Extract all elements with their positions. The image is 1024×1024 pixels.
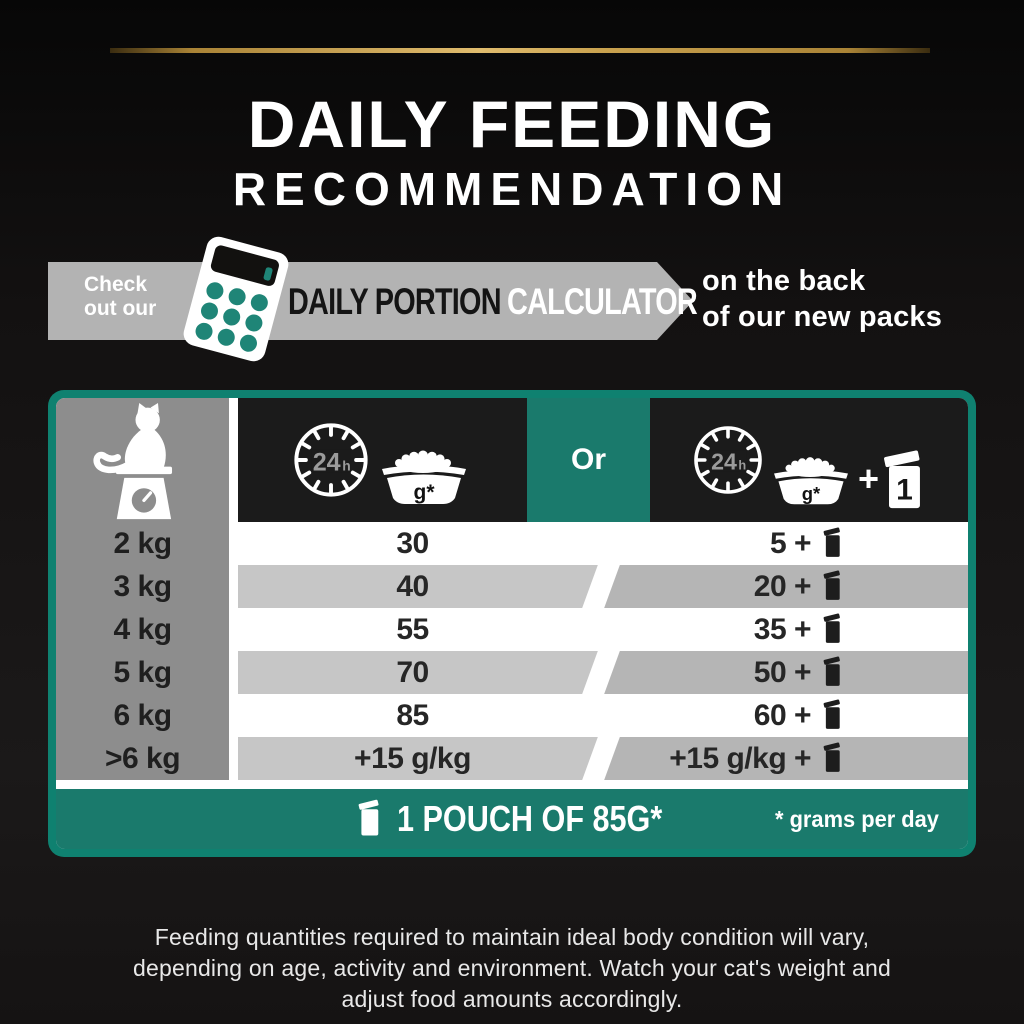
- disclaimer-line1: Feeding quantities required to maintain …: [154, 924, 870, 950]
- column-gap: [229, 398, 238, 780]
- combo-amount-cell: 50 +: [587, 651, 968, 694]
- weight-label: 6 kg: [113, 698, 172, 732]
- promo-location-text: on the back of our new packs: [702, 263, 942, 335]
- promo-check-text: Check out our: [84, 273, 156, 321]
- table-row: 30 5 +: [238, 522, 968, 565]
- svg-text:24: 24: [312, 448, 340, 476]
- combo-amount-cell: 20 +: [587, 565, 968, 608]
- page-title-line1: DAILY FEEDING: [247, 87, 777, 161]
- header-dry-cell: 24 h g*: [238, 398, 527, 522]
- table-header: 24 h g*: [238, 398, 968, 522]
- combo-amount-value: 20 +: [753, 569, 812, 603]
- pouch-icon: [358, 799, 379, 836]
- dry-amount-cell: 30: [238, 522, 587, 565]
- disclaimer-line2: depending on age, activity and environme…: [132, 955, 892, 981]
- svg-text:g*: g*: [802, 483, 821, 504]
- plus-sign: +: [857, 458, 880, 499]
- weight-label: 3 kg: [113, 569, 172, 603]
- combo-amount-cell: 60 +: [587, 694, 968, 737]
- table-rows: 30 5 + 40 20 + 55 35 +: [238, 522, 968, 780]
- svg-text:1: 1: [896, 474, 913, 507]
- feeding-table: 2 kg 3 kg 4 kg 5 kg 6 kg >6 kg: [48, 390, 976, 857]
- svg-text:h: h: [342, 457, 350, 473]
- combo-amount-value: 50 +: [753, 655, 812, 689]
- weight-label: 2 kg: [113, 526, 172, 560]
- calculator-icon: [180, 234, 292, 364]
- weight-column: 2 kg 3 kg 4 kg 5 kg 6 kg >6 kg: [56, 398, 229, 780]
- gold-divider: [110, 48, 930, 53]
- weight-label: 4 kg: [113, 612, 172, 646]
- promo-location-line2: of our new packs: [702, 301, 943, 333]
- dry-amount-value: 70: [396, 655, 429, 689]
- dry-amount-value: 40: [396, 569, 429, 603]
- svg-text:24: 24: [711, 449, 737, 475]
- combo-amount-cell: 35 +: [587, 608, 968, 651]
- combo-amount-value: +15 g/kg +: [669, 741, 811, 775]
- combo-amount-cell: 5 +: [587, 522, 968, 565]
- clock-24h-icon: 24 h: [293, 423, 368, 497]
- svg-text:h: h: [738, 458, 746, 473]
- table-row: 70 50 +: [238, 651, 968, 694]
- dry-amount-value: 85: [396, 698, 429, 732]
- daily-portion-label: DAILY PORTION: [288, 281, 502, 322]
- dry-amount-cell: 85: [238, 694, 587, 737]
- pouch-icon: [823, 656, 840, 686]
- cat-scale-icon: [56, 398, 229, 522]
- svg-text:g*: g*: [413, 481, 435, 504]
- calculator-screen-dot: [263, 266, 274, 282]
- dry-amount-value: 30: [396, 526, 429, 560]
- row-footer-gap: [56, 780, 968, 789]
- promo-check-line2: out our: [84, 297, 157, 320]
- food-bowl-icon: g*: [774, 457, 848, 505]
- clock-24h-icon: 24 h: [694, 426, 762, 494]
- dry-amount-cell: 70: [238, 651, 587, 694]
- weight-label: >6 kg: [104, 741, 181, 775]
- dry-amount-cell: 55: [238, 608, 587, 651]
- promo-banner: [48, 262, 693, 340]
- weight-cells: 2 kg 3 kg 4 kg 5 kg 6 kg >6 kg: [56, 522, 229, 780]
- combo-amount-value: 60 +: [753, 698, 812, 732]
- page-title-line2: RECOMMENDATION: [232, 163, 792, 215]
- calculator-buttons: [193, 280, 270, 354]
- promo-check-line1: Check: [84, 273, 148, 296]
- pouch-one-icon: 1: [884, 450, 920, 509]
- pouch-icon: [823, 742, 840, 772]
- dry-amount-value: +15 g/kg: [354, 741, 471, 775]
- dry-amount-value: 55: [396, 612, 429, 646]
- dry-amount-cell: +15 g/kg: [238, 737, 587, 780]
- table-footer: 1 POUCH OF 85G* * grams per day: [56, 789, 968, 849]
- promo-location-line1: on the back: [702, 265, 866, 297]
- disclaimer-line3: adjust food amounts accordingly.: [341, 986, 683, 1012]
- combo-amount-value: 35 +: [753, 612, 812, 646]
- table-row: 55 35 +: [238, 608, 968, 651]
- pouch-icon: [823, 527, 840, 557]
- header-combo-cell: 24 h g*: [650, 398, 968, 522]
- table-row: +15 g/kg +15 g/kg +: [238, 737, 968, 780]
- feeding-disclaimer: Feeding quantities required to maintain …: [0, 922, 1024, 1015]
- calculator-label: CALCULATOR: [507, 281, 698, 322]
- grams-per-day-note: * grams per day: [775, 805, 940, 832]
- dry-amount-cell: 40: [238, 565, 587, 608]
- table-row: 40 20 +: [238, 565, 968, 608]
- pouch-icon: [823, 613, 840, 643]
- promo-main-text: DAILY PORTION CALCULATOR: [288, 281, 698, 323]
- pouch-icon: [823, 699, 840, 729]
- food-bowl-icon: g*: [381, 450, 466, 504]
- pouch-size-label: 1 POUCH OF 85G*: [397, 798, 663, 839]
- calculator-screen: [209, 244, 281, 288]
- pouch-icon: [823, 570, 840, 600]
- weight-label: 5 kg: [113, 655, 172, 689]
- combo-amount-cell: +15 g/kg +: [587, 737, 968, 780]
- combo-amount-value: 5 +: [769, 526, 812, 560]
- or-cell: Or: [527, 398, 650, 522]
- table-row: 85 60 +: [238, 694, 968, 737]
